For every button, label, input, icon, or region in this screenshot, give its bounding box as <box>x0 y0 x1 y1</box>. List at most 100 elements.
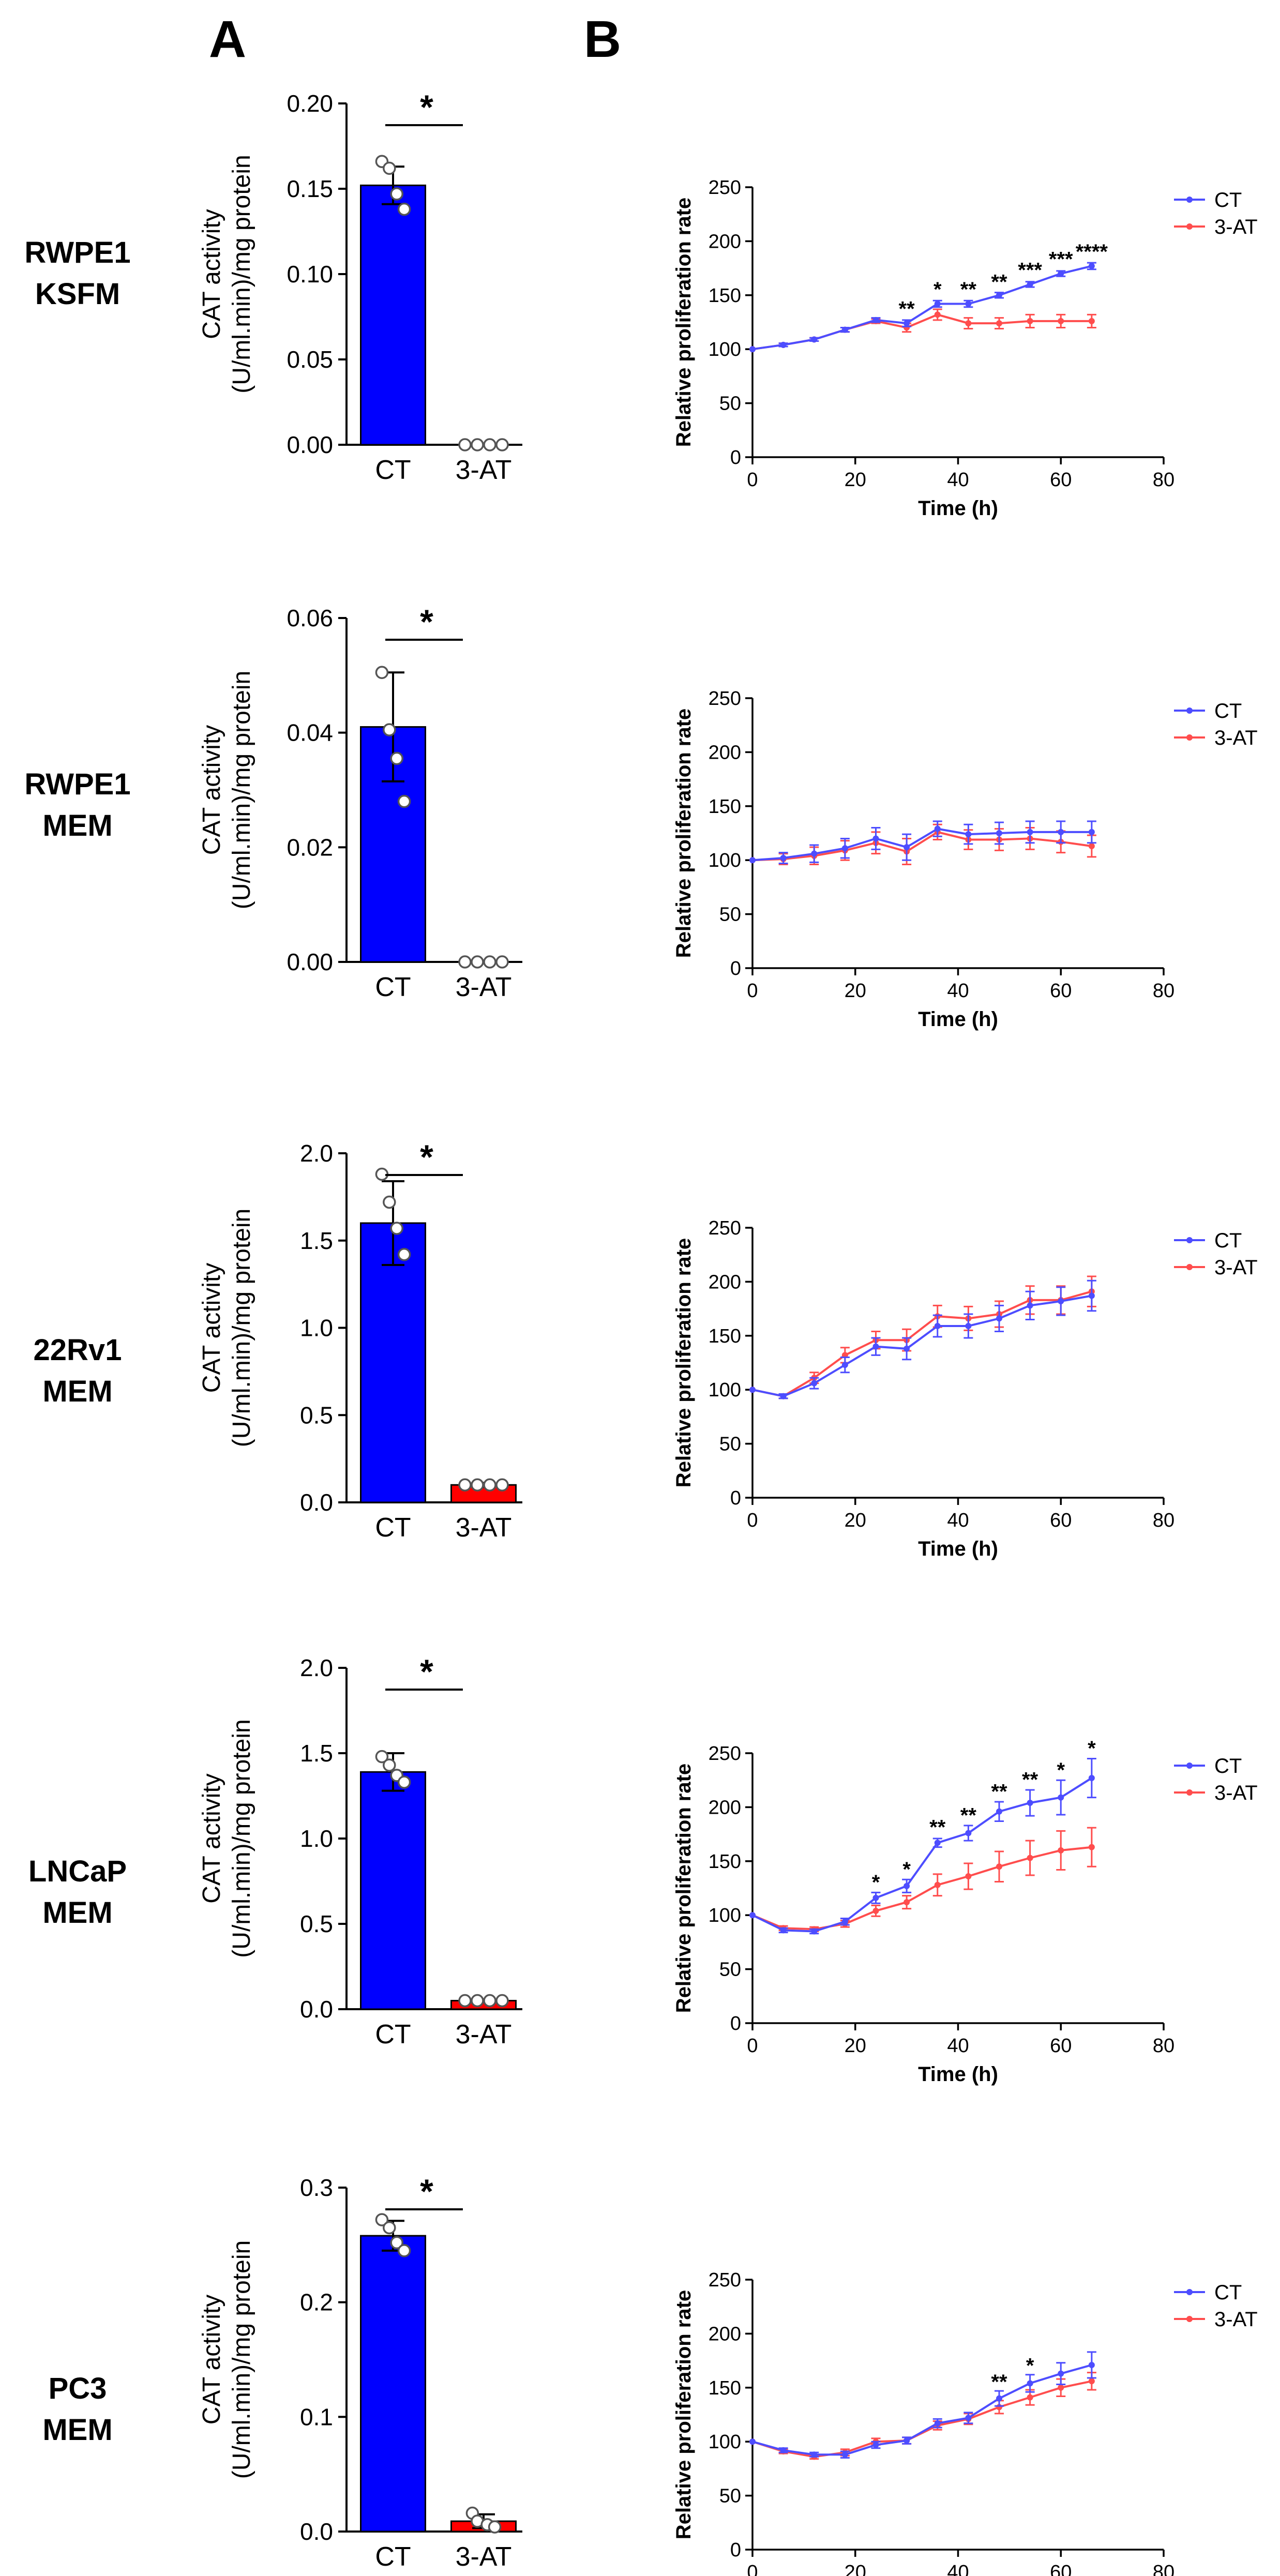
y-tick-label: 0.2 <box>300 2289 333 2316</box>
x-tick-label: 20 <box>845 2562 866 2576</box>
data-point <box>749 1912 756 1919</box>
y-tick-label: 0.3 <box>300 2174 333 2201</box>
panel-label-b: B <box>584 10 621 68</box>
data-point <box>397 794 411 808</box>
data-point <box>1058 270 1064 277</box>
series-line <box>752 1777 1092 1933</box>
data-point <box>780 2447 787 2453</box>
y-tick-label: 100 <box>709 1905 741 1926</box>
y-axis-label: (U/ml.min)/mg protein <box>228 671 255 909</box>
data-point <box>390 751 403 765</box>
significance-annotation: ** <box>1022 1769 1038 1791</box>
significance-annotation: ** <box>991 1781 1007 1803</box>
data-point <box>390 1222 403 1235</box>
x-tick-label: 60 <box>1050 980 1072 1002</box>
y-tick-label: 0 <box>730 447 741 469</box>
data-point <box>903 1882 910 1889</box>
data-point <box>383 1195 396 1209</box>
data-point <box>1088 263 1095 269</box>
y-axis-label: (U/ml.min)/mg protein <box>228 2240 255 2479</box>
significance-annotation: ** <box>991 270 1007 293</box>
line-chart: 0 50 100 150 200 250 0 20 40 60 80 Time (h) Relative… <box>672 688 1258 1031</box>
data-point <box>1027 2380 1033 2387</box>
data-point <box>1058 2370 1064 2377</box>
data-point <box>872 1894 879 1901</box>
legend-label: 3-AT <box>1214 727 1258 749</box>
y-axis-label: CAT activity <box>198 209 225 339</box>
y-tick-label: 200 <box>709 1271 741 1293</box>
x-tick-label: 0 <box>747 469 758 491</box>
data-point <box>458 1994 472 2008</box>
data-point <box>458 955 472 969</box>
data-point <box>458 1478 472 1492</box>
data-point <box>996 292 1002 298</box>
x-tick-label: 40 <box>947 2562 969 2576</box>
data-point <box>1027 318 1033 324</box>
data-point <box>934 311 941 318</box>
x-tick-label: 80 <box>1153 1510 1174 1531</box>
significance-star: * <box>420 88 433 126</box>
y-tick-label: 200 <box>709 2323 741 2345</box>
y-tick-label: 1.0 <box>300 1315 333 1342</box>
data-point <box>375 666 389 680</box>
significance-annotation: * <box>1088 1737 1096 1760</box>
bar <box>360 1222 426 1503</box>
category-label: CT <box>375 455 411 485</box>
y-axis-label: CAT activity <box>198 2295 225 2425</box>
data-point <box>965 831 972 838</box>
data-point <box>1088 2378 1095 2385</box>
series-line <box>752 831 1092 862</box>
x-axis-label: Time (h) <box>918 2063 998 2086</box>
y-tick-label: 50 <box>719 904 741 926</box>
x-tick-label: 40 <box>947 980 969 1002</box>
bar <box>360 2235 426 2533</box>
data-point <box>965 2415 972 2421</box>
y-tick-label: 150 <box>709 1325 741 1347</box>
x-tick-label: 60 <box>1050 2035 1072 2057</box>
y-tick-label: 250 <box>709 688 741 710</box>
data-point <box>934 1840 941 1846</box>
data-point <box>1088 1775 1095 1782</box>
data-point <box>903 1899 910 1906</box>
y-tick-label: 2.0 <box>300 1654 333 1681</box>
y-tick-label: 250 <box>709 1217 741 1239</box>
row-label-line2: MEM <box>42 1375 112 1408</box>
y-tick-label: 0 <box>730 2539 741 2561</box>
row-label-line1: 22Rv1 <box>34 1333 122 1367</box>
legend-label: 3-AT <box>1214 216 1258 238</box>
x-axis-label: Time (h) <box>918 497 998 520</box>
data-point <box>1058 1794 1064 1801</box>
data-point <box>996 320 1002 327</box>
y-tick-label: 250 <box>709 177 741 199</box>
y-axis-label: Relative proliferation rate <box>672 1238 695 1487</box>
bar <box>360 184 426 446</box>
data-point <box>390 187 403 201</box>
category-label: CT <box>375 972 411 1002</box>
x-tick-label: 80 <box>1153 980 1174 1002</box>
significance-annotation: * <box>1057 1759 1065 1782</box>
x-tick-label: 80 <box>1153 2562 1174 2576</box>
significance-annotation: ** <box>960 278 977 301</box>
y-tick-label: 0.00 <box>287 431 333 458</box>
x-axis-label: Time (h) <box>918 1538 998 1560</box>
y-axis-label: (U/ml.min)/mg protein <box>228 1719 255 1957</box>
y-tick-label: 100 <box>709 2431 741 2453</box>
data-point <box>390 2236 403 2250</box>
data-point <box>483 1478 496 1492</box>
legend-marker <box>1186 734 1193 741</box>
y-tick-label: 100 <box>709 1379 741 1401</box>
x-tick-label: 20 <box>845 980 866 1002</box>
legend-label: 3-AT <box>1214 2308 1258 2331</box>
row-label-line2: MEM <box>42 1896 112 1930</box>
data-point <box>811 850 818 857</box>
legend-marker <box>1186 1264 1193 1270</box>
y-tick-label: 0.05 <box>287 346 333 373</box>
legend-marker <box>1186 707 1193 714</box>
data-point <box>996 1863 1002 1870</box>
x-tick-label: 60 <box>1050 469 1072 491</box>
data-point <box>1088 828 1095 835</box>
y-tick-label: 1.0 <box>300 1825 333 1852</box>
y-axis-label: (U/ml.min)/mg protein <box>228 155 255 393</box>
data-point <box>811 336 818 343</box>
data-point <box>749 2438 756 2445</box>
